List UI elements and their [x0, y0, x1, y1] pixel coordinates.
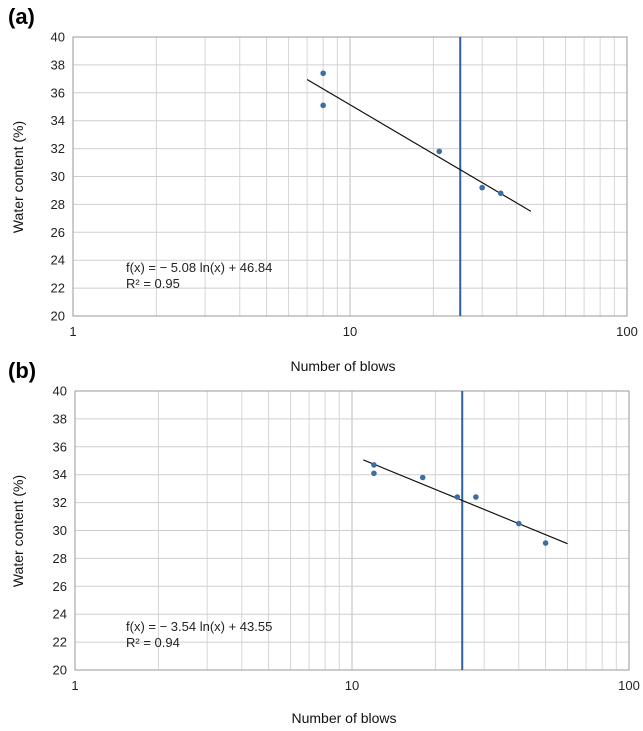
- data-point: [479, 184, 485, 191]
- trendline-path: [306, 78, 532, 212]
- x-tick-label: 100: [616, 324, 638, 339]
- y-tick-label: 38: [51, 57, 65, 72]
- x-tick-label: 1: [69, 324, 76, 339]
- equation-label: f(x) = − 5.08 ln(x) + 46.84: [126, 260, 272, 275]
- y-tick-label: 36: [51, 85, 65, 100]
- y-tick-label: 40: [53, 384, 67, 399]
- y-tick-label: 20: [53, 663, 67, 678]
- data-point: [454, 494, 461, 500]
- y-tick-label: 24: [51, 253, 65, 268]
- x-tick-label: 10: [343, 324, 357, 339]
- data-point: [515, 520, 522, 527]
- y-tick-label: 32: [51, 141, 65, 156]
- r-squared-label: R² = 0.95: [126, 276, 180, 291]
- y-tick-label: 34: [53, 467, 67, 482]
- data-point: [473, 494, 479, 500]
- y-tick-label: 32: [53, 495, 67, 510]
- y-tick-label: 22: [53, 635, 67, 650]
- y-tick-label: 38: [53, 411, 67, 426]
- y-tick-label: 28: [51, 197, 65, 212]
- data-point: [419, 474, 426, 481]
- plot-border: [74, 390, 630, 671]
- data-point: [371, 470, 377, 477]
- panel-label: (b): [8, 358, 36, 383]
- data-points: [320, 70, 504, 197]
- y-tick-label: 36: [53, 439, 67, 454]
- data-point: [320, 102, 326, 109]
- plot-frame: [72, 36, 628, 317]
- grid: [74, 390, 630, 671]
- x-tick-label: 100: [618, 678, 640, 693]
- x-axis-title: Number of blows: [291, 710, 396, 726]
- plot-border: [72, 36, 628, 317]
- y-axis-title: Water content (%): [10, 121, 26, 233]
- data-point: [371, 462, 377, 468]
- y-tick-label: 30: [53, 523, 67, 538]
- equation-label: f(x) = − 3.54 ln(x) + 43.55: [126, 619, 272, 634]
- y-tick-label: 22: [51, 281, 65, 296]
- trendline-path: [363, 459, 568, 545]
- trendline: [363, 459, 568, 545]
- chart-panel-a: (a) 20 22 24 26 28 30 32 34 36 38 40 1 10 100 f(x) =…: [8, 4, 638, 374]
- y-tick-label: 26: [53, 579, 67, 594]
- y-tick-label: 24: [53, 607, 67, 622]
- y-tick-labels: 20 22 24 26 28 30 32 34 36 38 40: [51, 30, 65, 324]
- x-tick-labels: 1 10 100: [71, 678, 639, 693]
- data-point: [542, 540, 549, 546]
- x-tick-label: 1: [71, 678, 78, 693]
- data-point: [497, 190, 504, 197]
- data-points: [371, 462, 549, 546]
- x-axis-title: Number of blows: [290, 358, 395, 374]
- y-tick-label: 30: [51, 169, 65, 184]
- plot-frame: [74, 390, 630, 671]
- y-tick-label: 34: [51, 113, 65, 128]
- y-tick-label: 40: [51, 30, 65, 45]
- data-point: [436, 148, 443, 155]
- y-tick-label: 20: [51, 309, 65, 324]
- y-tick-label: 28: [53, 551, 67, 566]
- trendline: [306, 78, 532, 212]
- data-point: [320, 70, 326, 77]
- panel-label: (a): [8, 4, 35, 29]
- chart-panel-b: (b) 20 22 24 26 28 30 32 34 36 38 40 1 10 100 f(x) =…: [8, 358, 640, 726]
- y-tick-labels: 20 22 24 26 28 30 32 34 36 38 40: [53, 384, 67, 678]
- y-axis-title: Water content (%): [10, 475, 26, 587]
- x-tick-label: 10: [345, 678, 359, 693]
- r-squared-label: R² = 0.94: [126, 635, 180, 650]
- y-tick-label: 26: [51, 225, 65, 240]
- x-tick-labels: 1 10 100: [69, 324, 637, 339]
